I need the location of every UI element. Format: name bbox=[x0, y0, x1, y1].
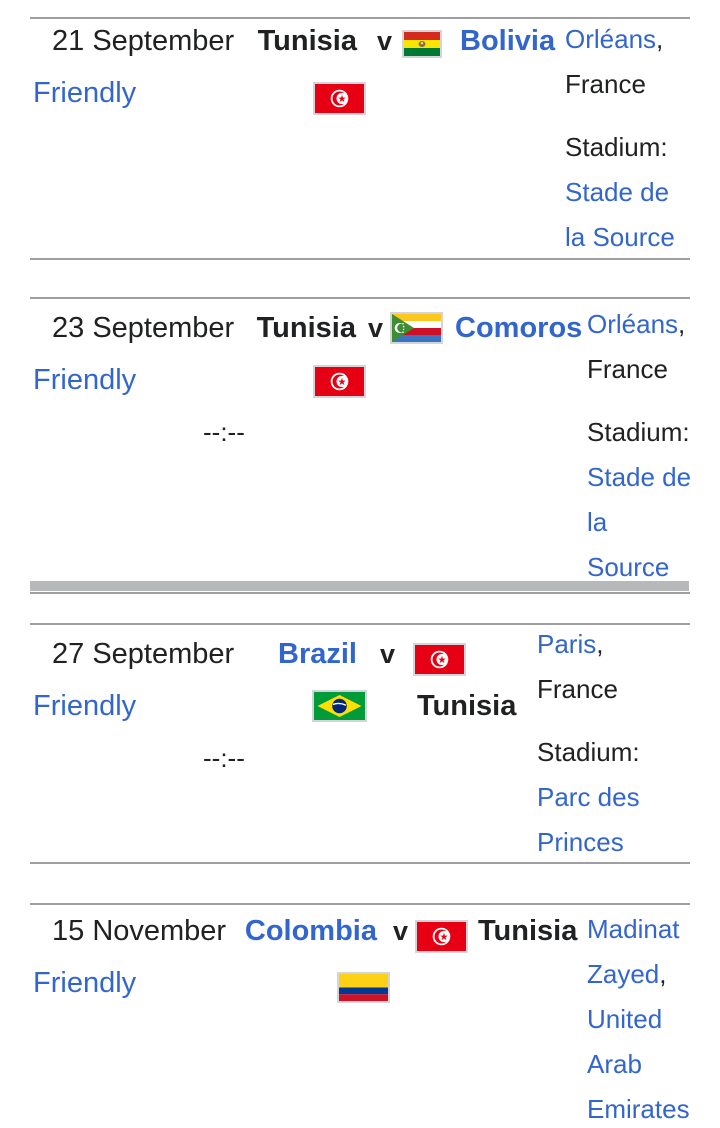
away-team-label: Tunisia bbox=[417, 690, 517, 722]
city-link[interactable]: Madinat Zayed bbox=[587, 914, 680, 989]
round-link[interactable]: Friendly bbox=[33, 967, 137, 999]
venue-location: Orléans, France bbox=[587, 302, 693, 392]
round-link[interactable]: Friendly bbox=[33, 77, 137, 109]
venue-location: Madinat Zayed, United Arab Emirates bbox=[587, 907, 699, 1128]
match-date: 27 September bbox=[52, 638, 235, 670]
match-meta: 27 September Friendly --:-- bbox=[33, 628, 283, 784]
home-team-label: Tunisia bbox=[257, 25, 357, 57]
venue-info: Madinat Zayed, United Arab Emirates bbox=[587, 907, 699, 1128]
brazil-flag-icon[interactable] bbox=[312, 690, 367, 722]
home-team-link[interactable]: Colombia bbox=[244, 915, 377, 947]
match-meta: 21 September Friendly bbox=[33, 15, 283, 119]
venue-location: Paris, France bbox=[537, 622, 649, 712]
away-team-link[interactable]: Comoros bbox=[455, 312, 583, 344]
country-label: France bbox=[537, 674, 618, 704]
round-link[interactable]: Friendly bbox=[33, 690, 137, 722]
horizontal-scrollbar[interactable] bbox=[30, 581, 689, 591]
tunisia-flag-icon[interactable] bbox=[313, 82, 366, 115]
separator: , bbox=[659, 959, 667, 989]
versus-label: v bbox=[368, 313, 384, 343]
match-meta: 15 November Friendly bbox=[33, 905, 283, 1009]
round-link[interactable]: Friendly bbox=[33, 364, 137, 396]
tunisia-flag-icon[interactable] bbox=[313, 365, 366, 398]
tunisia-flag-icon[interactable] bbox=[415, 920, 468, 953]
divider bbox=[30, 592, 690, 594]
versus-label: v bbox=[377, 26, 393, 56]
city-link[interactable]: Orléans bbox=[565, 24, 657, 54]
match-date: 15 November bbox=[52, 915, 227, 947]
country-label: France bbox=[565, 69, 646, 99]
stadium-link[interactable]: Parc des Princes bbox=[537, 782, 640, 857]
divider bbox=[30, 903, 690, 905]
bolivia-flag-icon[interactable] bbox=[402, 30, 442, 58]
match-meta: 23 September Friendly --:-- bbox=[33, 302, 283, 458]
separator: , bbox=[678, 309, 686, 339]
venue-location: Orléans, France bbox=[565, 17, 681, 107]
divider bbox=[30, 862, 690, 864]
divider bbox=[30, 258, 690, 260]
country-label: France bbox=[587, 354, 668, 384]
divider bbox=[30, 623, 690, 625]
city-link[interactable]: Paris bbox=[537, 629, 597, 659]
venue-info: Orléans, France Stadium: Stade de la Sou… bbox=[587, 302, 693, 590]
divider bbox=[30, 297, 690, 299]
home-team-label: Tunisia bbox=[256, 312, 356, 344]
stadium-label: Stadium: bbox=[565, 132, 668, 162]
venue-info: Orléans, France Stadium: Stade de la Sou… bbox=[565, 17, 681, 260]
stadium-link[interactable]: Stade de la Source bbox=[565, 177, 675, 252]
divider bbox=[30, 17, 690, 19]
venue-stadium: Stadium: Parc des Princes bbox=[537, 730, 649, 865]
versus-label: v bbox=[393, 916, 409, 946]
match-date: 23 September bbox=[52, 312, 235, 344]
versus-label: v bbox=[380, 639, 396, 669]
stadium-label: Stadium: bbox=[537, 737, 640, 767]
comoros-flag-icon[interactable] bbox=[390, 312, 443, 344]
venue-stadium: Stadium: Stade de la Source bbox=[587, 410, 693, 590]
home-team-link[interactable]: Brazil bbox=[278, 638, 357, 670]
away-team-link[interactable]: Bolivia bbox=[460, 25, 556, 57]
venue-info: Paris, France Stadium: Parc des Princes bbox=[537, 622, 649, 865]
venue-stadium: Stadium: Stade de la Source bbox=[565, 125, 681, 260]
city-link[interactable]: Orléans bbox=[587, 309, 679, 339]
separator: , bbox=[596, 629, 604, 659]
stadium-label: Stadium: bbox=[587, 417, 690, 447]
match-time: --:-- bbox=[203, 743, 245, 773]
tunisia-flag-icon[interactable] bbox=[413, 643, 466, 676]
stadium-link[interactable]: Stade de la Source bbox=[587, 462, 692, 582]
colombia-flag-icon[interactable] bbox=[337, 972, 390, 1003]
match-date: 21 September bbox=[52, 25, 235, 57]
country-link[interactable]: United Arab Emirates bbox=[587, 1004, 690, 1124]
match-time: --:-- bbox=[203, 417, 245, 447]
away-team-label: Tunisia bbox=[478, 915, 578, 947]
separator: , bbox=[656, 24, 664, 54]
